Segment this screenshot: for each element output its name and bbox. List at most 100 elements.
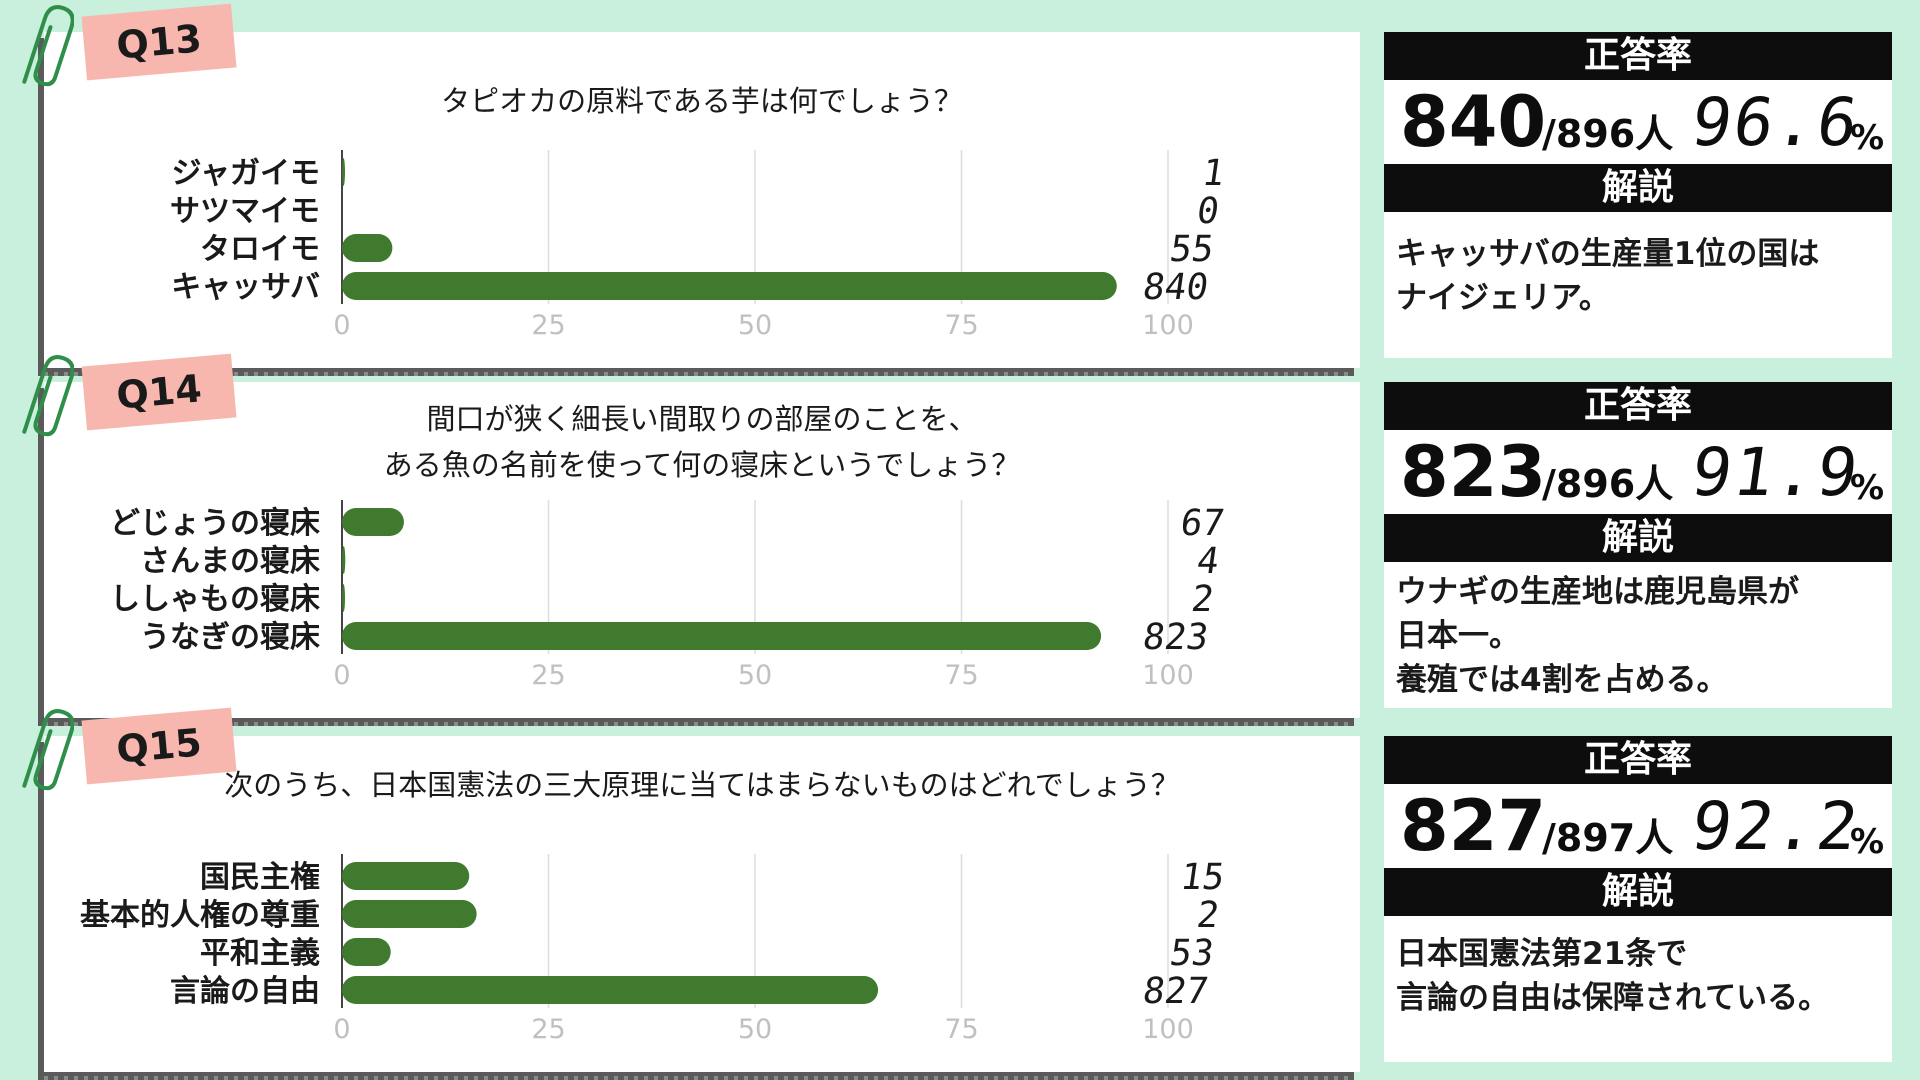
explanation-text: ウナギの生産地は鹿児島県が 日本一。養殖では4割を占める。 — [1396, 570, 1884, 702]
bar — [342, 900, 477, 928]
bar — [342, 862, 470, 890]
count-label: 55 — [1167, 227, 1216, 270]
score-row: 827/897人 92.2% — [1384, 786, 1892, 866]
percent-sign: % — [1850, 468, 1885, 508]
result-card: 正答率 827/897人 92.2% 解説日本国憲法第21条で言論の自由は保障されてい… — [1384, 736, 1892, 1062]
category-label: さんまの寝床 — [140, 544, 320, 579]
category-label: 国民主権 — [200, 860, 320, 895]
x-tick-label: 50 — [738, 1014, 772, 1045]
bar — [342, 546, 346, 574]
question-panel: Q13 タピオカの原料である芋は何でしょう？ 0 25 50 75 100 ジャガイモ 1 サツマ… — [22, 3, 1360, 376]
explanation-line: 養殖では4割を占める。 — [1396, 662, 1728, 698]
x-tick-label: 75 — [944, 660, 978, 691]
question-line: ある魚の名前を使って何の寝床というでしょう？ — [383, 448, 1021, 482]
x-tick-label: 75 — [944, 310, 978, 341]
bar — [342, 508, 404, 536]
explanation-line: ナイジェリア。 — [1396, 280, 1610, 316]
score-row: 823/896人 91.9% — [1384, 432, 1892, 512]
count-label: 2 — [1194, 893, 1222, 936]
count-label: 53 — [1167, 931, 1216, 974]
x-tick-label: 25 — [531, 1014, 565, 1045]
count-label: 4 — [1194, 539, 1222, 582]
category-label: 平和主義 — [200, 936, 320, 971]
correct-count: 823 — [1400, 431, 1547, 513]
count-label: 0 — [1194, 189, 1222, 232]
x-tick-label: 75 — [944, 1014, 978, 1045]
question-line: 間口が狭く細長い間取りの部屋のことを、 — [426, 402, 978, 436]
result-card: 正答率 823/896人 91.9% 解説ウナギの生産地は鹿児島県が 日本一。養殖では4… — [1384, 382, 1892, 708]
explanation-line: 日本国憲法第21条で — [1396, 936, 1688, 972]
question-text: 次のうち、日本国憲法の三大原理に当てはまらないものはどれでしょう？ — [44, 762, 1360, 808]
question-line: 次のうち、日本国憲法の三大原理に当てはまらないものはどれでしょう？ — [224, 768, 1180, 802]
explanation-header: 解説 — [1384, 868, 1892, 916]
x-tick-label: 100 — [1142, 1014, 1194, 1045]
x-tick-label: 25 — [531, 310, 565, 341]
bar — [342, 938, 391, 966]
result-card: 正答率 840/896人 96.6% 解説キャッサバの生産量1位の国は ナイジェリア。 — [1384, 32, 1892, 358]
count-label: 1 — [1200, 151, 1228, 194]
rate-header: 正答率 — [1384, 382, 1892, 430]
rate-header: 正答率 — [1384, 736, 1892, 784]
category-label: ジャガイモ — [172, 156, 321, 191]
bar — [342, 584, 345, 612]
explanation-header: 解説 — [1384, 164, 1892, 212]
bar — [342, 234, 393, 262]
x-tick-label: 25 — [531, 660, 565, 691]
explanation-line: ウナギの生産地は鹿児島県が — [1396, 574, 1799, 610]
correct-count: 827 — [1400, 785, 1547, 867]
explanation-text: 日本国憲法第21条で言論の自由は保障されている。 — [1396, 932, 1884, 1020]
rate-header: 正答率 — [1384, 32, 1892, 80]
explanation-line: キャッサバの生産量1位の国は — [1396, 236, 1820, 272]
bar — [342, 158, 345, 186]
percent-sign: % — [1850, 822, 1885, 862]
score-row: 840/896人 96.6% — [1384, 82, 1892, 162]
paper-clip-icon — [22, 350, 75, 446]
explanation-text: キャッサバの生産量1位の国は ナイジェリア。 — [1396, 232, 1884, 320]
question-panel: Q14 間口が狭く細長い間取りの部屋のことを、 ある魚の名前を使って何の寝床というで… — [22, 353, 1360, 726]
total-count: /897人 — [1542, 816, 1674, 860]
question-panel: Q15 次のうち、日本国憲法の三大原理に当てはまらないものはどれでしょう？ 0 25 5… — [22, 707, 1360, 1080]
x-tick-label: 50 — [738, 660, 772, 691]
category-label: 基本的人権の尊重 — [80, 898, 320, 933]
question-line: タピオカの原料である芋は何でしょう？ — [441, 84, 963, 118]
x-tick-label: 0 — [333, 1014, 350, 1045]
total-count: /896人 — [1542, 462, 1674, 506]
explanation-line: 日本一。 — [1396, 618, 1520, 654]
correct-count: 840 — [1400, 81, 1547, 163]
total-count: /896人 — [1542, 112, 1674, 156]
question-text: 間口が狭く細長い間取りの部屋のことを、ある魚の名前を使って何の寝床というでしょう… — [44, 396, 1360, 488]
bar-chart: 0 25 50 75 100 ジャガイモ 1 サツマイモ 0 タロイモ 55 キャッサバ 840 — [170, 150, 1228, 341]
category-label: 言論の自由 — [170, 974, 320, 1009]
explanation-line: 言論の自由は保障されている。 — [1396, 980, 1830, 1016]
bar — [342, 976, 879, 1004]
category-label: ししゃもの寝床 — [110, 582, 320, 617]
count-label: 67 — [1178, 501, 1227, 544]
category-label: キャッサバ — [171, 270, 320, 305]
x-tick-label: 50 — [738, 310, 772, 341]
percent-sign: % — [1850, 118, 1885, 158]
x-tick-label: 100 — [1142, 310, 1194, 341]
category-label: サツマイモ — [170, 194, 320, 229]
count-label: 827 — [1140, 969, 1211, 1012]
bar — [342, 622, 1102, 650]
bar — [342, 272, 1117, 300]
count-label: 2 — [1189, 577, 1217, 620]
explanation-header: 解説 — [1384, 514, 1892, 562]
correct-percent: 96.6 — [1686, 84, 1865, 161]
bar-chart: 0 25 50 75 100 国民主権 15 基本的人権の尊重 2 平和主義 53 言論の自由 827 — [80, 854, 1227, 1045]
count-label: 840 — [1140, 265, 1211, 308]
question-text: タピオカの原料である芋は何でしょう？ — [44, 78, 1360, 124]
category-label: うなぎの寝床 — [140, 620, 320, 655]
x-tick-label: 0 — [333, 310, 350, 341]
count-label: 823 — [1140, 615, 1211, 658]
category-label: タロイモ — [200, 232, 320, 267]
count-label: 15 — [1178, 855, 1227, 898]
correct-percent: 91.9 — [1686, 434, 1865, 511]
correct-percent: 92.2 — [1686, 788, 1865, 865]
category-label: どじょうの寝床 — [110, 506, 320, 541]
x-tick-label: 0 — [333, 660, 350, 691]
paper-clip-icon — [22, 0, 75, 96]
x-tick-label: 100 — [1142, 660, 1194, 691]
paper-clip-icon — [22, 704, 75, 800]
bar-chart: 0 25 50 75 100 どじょうの寝床 67 さんまの寝床 4 ししゃもの寝床 2 うなぎの寝床… — [110, 500, 1227, 691]
